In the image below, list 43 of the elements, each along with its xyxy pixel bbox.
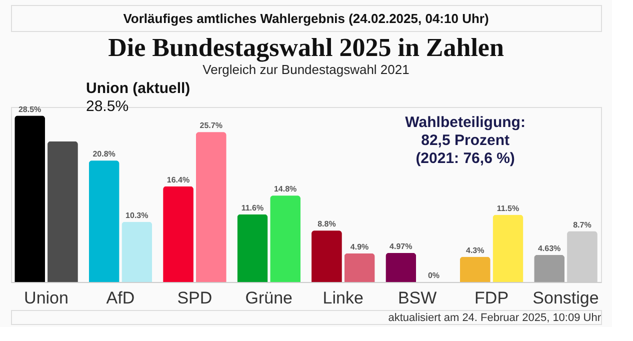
data-label: 20.8% [92,150,116,159]
data-label: 10.3% [126,210,148,220]
bar [534,254,564,282]
data-label: 25.7% [200,121,222,130]
data-label: 11.5% [496,204,520,213]
bar [270,196,300,282]
bar [196,132,226,282]
data-label: 8.7% [573,220,592,230]
bar [312,230,342,282]
x-tick-label: SPD [177,288,212,308]
bar [88,160,120,282]
data-label: 4.97% [390,242,412,252]
data-label: 0% [428,271,440,280]
data-label: 16.4% [166,175,190,184]
data-label: 11.6% [241,203,264,212]
x-tick-label: BSW [398,288,437,308]
x-tick-label: AfD [106,288,135,308]
annotation: Wahlbeteiligung: 82,5 Prozent (2021: 76,6 %) [405,114,526,167]
x-tick-label: Sonstige [532,288,599,308]
bar [14,116,45,282]
data-label: 4.63% [538,244,561,253]
text: Union (aktuell) 28.5% [86,80,190,115]
data-label: 28.5% [18,104,42,114]
bar [163,186,194,282]
x-tick-label: FDP [474,288,509,308]
bar [492,214,524,282]
bar [122,222,152,282]
bar [460,256,490,282]
bar [48,141,78,282]
data-label: 4.3% [466,246,484,255]
text: aktualisiert am 24. Februar 2025, 10:09 Uhr [388,312,602,324]
x-tick-label: Linke [322,288,364,308]
chart-subtitle: Vergleich zur Bundestagswahl 2021 [202,62,410,77]
bar [386,253,416,282]
x-tick-label: Grüne [245,288,293,308]
x-tick-label: Union [24,288,68,308]
data-label: 4.9% [350,242,369,252]
chart-title: Die Bundestagswahl 2025 in Zahlen [108,33,504,62]
text: Vorläufiges amtliches Wahlergebnis (24.02.2025, 04:10 Uhr) [123,11,489,26]
data-label: 14.8% [274,184,297,194]
bar [344,253,375,282]
bar [237,214,268,282]
data-label: 8.8% [318,220,336,229]
